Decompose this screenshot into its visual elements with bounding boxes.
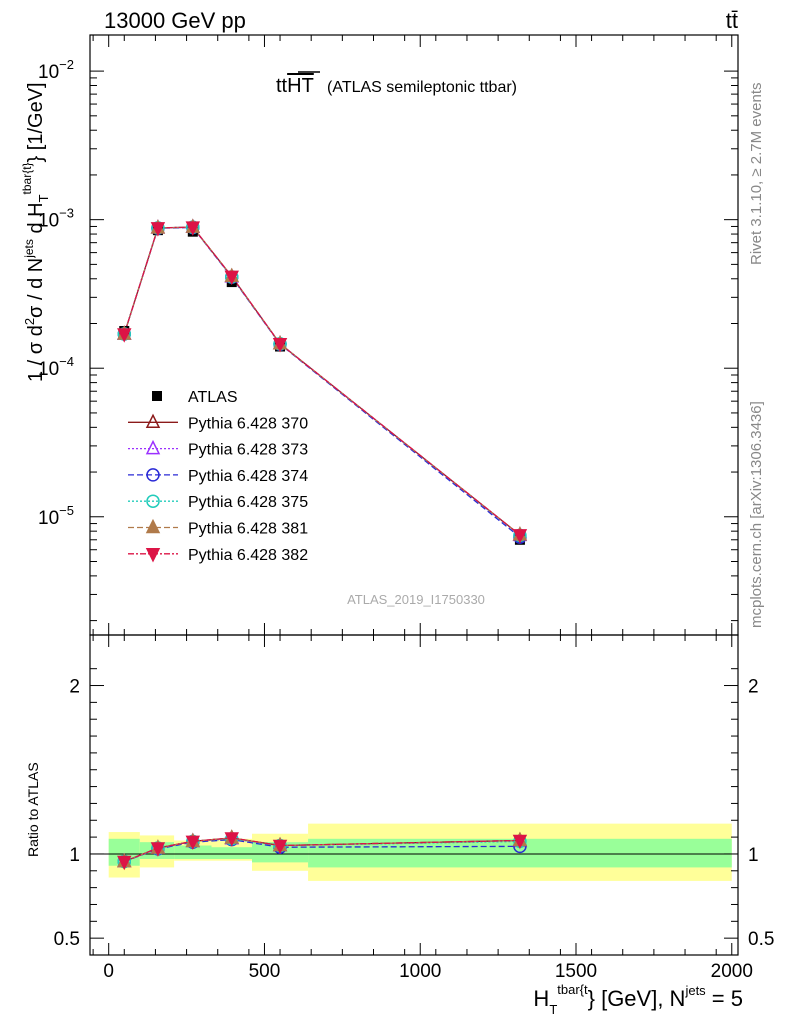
ratio-series-point — [224, 832, 239, 847]
legend-marker — [145, 518, 161, 534]
ratio-series-point — [150, 842, 166, 857]
y-tick-label: 10−4 — [38, 354, 74, 380]
series-point — [117, 328, 132, 343]
plot-title: ttHT (ATLAS semileptonic ttbar) — [276, 71, 517, 97]
legend-marker — [146, 468, 160, 482]
ratio-panel-frame — [89, 634, 739, 956]
legend-marker — [145, 548, 161, 563]
ratio-y-tick-label: 0.5 — [54, 929, 80, 950]
x-tick-label: 0 — [103, 961, 114, 982]
ratio-band-inner — [211, 847, 252, 859]
legend-label: Pythia 6.428 375 — [188, 494, 308, 511]
legend-label: Pythia 6.428 374 — [188, 468, 308, 485]
mcplots-label: mcplots.cern.ch [arXiv:1306.3436] — [748, 401, 765, 628]
ratio-y-tick-label-right: 0.5 — [748, 929, 774, 950]
legend-label: Pythia 6.428 370 — [188, 415, 308, 432]
legend-marker — [145, 439, 161, 455]
legend: ATLAS Pythia 6.428 370 Pythia 6.428 373 Pyt… — [128, 389, 308, 564]
series-point — [185, 221, 201, 236]
legend-label: Pythia 6.428 381 — [188, 521, 308, 538]
legend-marker — [145, 413, 161, 429]
ratio-series-point — [117, 855, 132, 871]
legend-marker-atlas — [152, 391, 162, 401]
plot-subtitle: (ATLAS semileptonic ttbar) — [327, 79, 517, 96]
svg-text:ttHT: ttHT — [276, 75, 314, 97]
x-tick-label: 1000 — [399, 961, 441, 982]
x-tick-label: 2000 — [711, 961, 753, 982]
y-tick-label: 10−2 — [38, 57, 74, 83]
ratio-y-tick-label-right: 1 — [748, 845, 759, 866]
series-point — [512, 529, 528, 544]
legend-marker — [146, 494, 160, 508]
series-point — [272, 338, 288, 353]
series-line — [123, 226, 521, 538]
ratio-y-axis-label: Ratio to ATLAS — [25, 762, 41, 857]
rivet-label: Rivet 3.1.10, ≥ 2.7M events — [748, 83, 765, 266]
y-tick-label: 10−5 — [38, 503, 74, 529]
y-tick-label: 10−3 — [38, 206, 74, 232]
ratio-uncertainty-bands — [90, 823, 738, 881]
x-tick-label: 500 — [249, 961, 281, 982]
series-point — [224, 270, 239, 286]
x-tick-label: 1500 — [555, 961, 597, 982]
ratio-series-point — [185, 835, 201, 850]
ratio-series-line — [124, 837, 520, 863]
ratio-y-tick-label: 1 — [69, 845, 80, 866]
series-line — [123, 226, 521, 536]
legend-label: Pythia 6.428 373 — [188, 442, 308, 459]
analysis-id: ATLAS_2019_I1750330 — [347, 592, 485, 607]
ratio-panel-series — [117, 829, 528, 871]
main-y-axis-label: 1 / σ d2σ / d Njets d HTtbar{t}} [1/GeV] — [20, 82, 51, 382]
legend-label-atlas: ATLAS — [188, 389, 238, 406]
main-panel-series — [117, 218, 528, 545]
process-label: tt̄ — [726, 8, 738, 33]
energy-label: 13000 GeV pp — [104, 8, 246, 33]
x-axis-label: HTtbar{t} [GeV], Njets = 5 — [533, 982, 743, 1017]
axis-ticks: 0 500 1000 1500 2000 10−5 10−4 10−3 10−2 0.5 0.5 1 1… — [38, 35, 774, 982]
series-point — [150, 222, 166, 237]
ratio-series-point — [272, 839, 288, 855]
ratio-band-inner — [174, 845, 212, 859]
ratio-y-tick-label: 2 — [69, 677, 80, 698]
ratio-series-point — [512, 834, 528, 850]
legend-label: Pythia 6.428 382 — [188, 547, 308, 564]
plot-title-overlined: HT — [287, 75, 314, 97]
main-panel-frame — [89, 34, 739, 636]
ratio-y-tick-label-right: 2 — [748, 677, 759, 698]
